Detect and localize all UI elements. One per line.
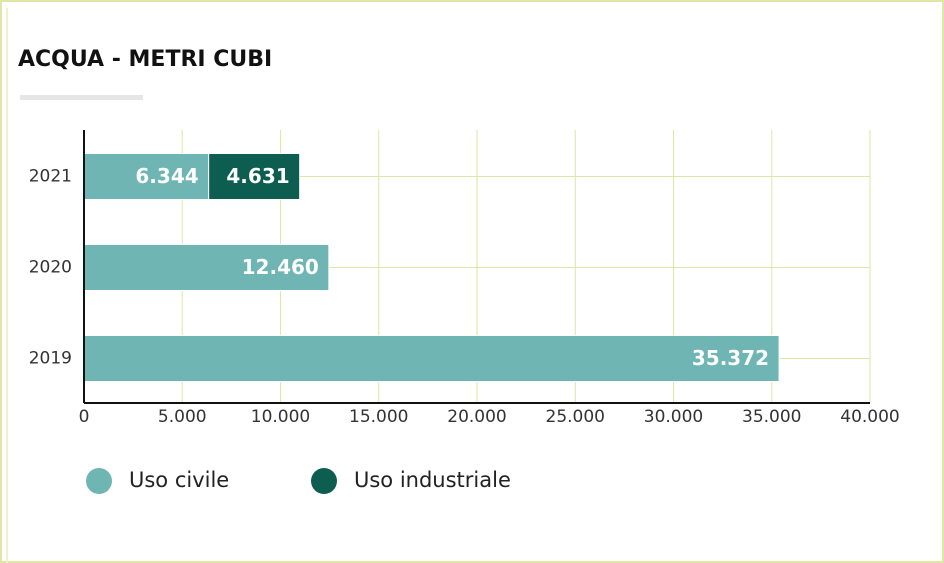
bar xyxy=(208,153,301,200)
y-tick-label: 2020 xyxy=(29,258,72,278)
y-tick-label: 2019 xyxy=(29,349,72,369)
x-tick-label: 10.000 xyxy=(251,407,310,427)
x-tick-label: 30.000 xyxy=(644,407,703,427)
bar xyxy=(83,335,780,382)
value-label: 35.372 xyxy=(692,346,769,370)
value-label: 12.460 xyxy=(242,255,319,279)
legend-label: Uso industriale xyxy=(354,468,511,492)
x-tick-label: 5.000 xyxy=(158,407,207,427)
y-tick-label: 2021 xyxy=(29,167,72,187)
value-label: 6.344 xyxy=(135,164,198,188)
legend-swatch xyxy=(86,468,112,494)
x-tick-label: 0 xyxy=(79,407,90,427)
value-label: 4.631 xyxy=(226,164,289,188)
x-tick-label: 20.000 xyxy=(447,407,506,427)
title-underline xyxy=(20,95,143,100)
legend-swatch xyxy=(311,468,337,494)
legend-label: Uso civile xyxy=(129,468,229,492)
bar xyxy=(83,244,330,291)
x-tick-label: 25.000 xyxy=(546,407,605,427)
bar xyxy=(83,153,210,200)
x-tick-label: 35.000 xyxy=(742,407,801,427)
chart-title: ACQUA - METRI CUBI xyxy=(18,47,272,72)
x-tick-label: 15.000 xyxy=(349,407,408,427)
x-tick-label: 40.000 xyxy=(840,407,899,427)
